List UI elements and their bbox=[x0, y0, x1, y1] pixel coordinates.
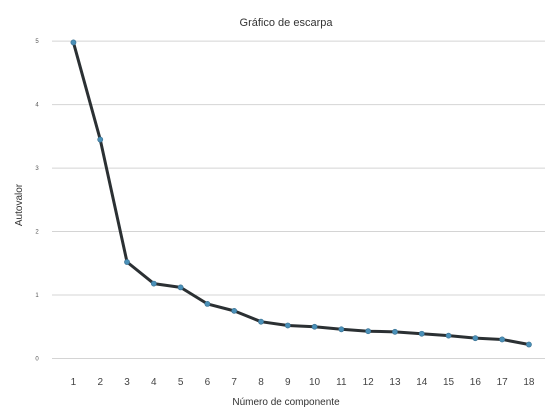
data-point bbox=[70, 39, 77, 46]
y-tick-label: 5 bbox=[35, 39, 39, 45]
data-point bbox=[338, 326, 345, 333]
data-point bbox=[472, 335, 479, 342]
series-line bbox=[71, 40, 531, 347]
x-tick-label: 4 bbox=[151, 377, 157, 388]
x-tick-label: 12 bbox=[363, 377, 375, 388]
x-tick-label: 11 bbox=[336, 377, 347, 388]
y-tick-label: 0 bbox=[35, 356, 39, 362]
y-tick-label: 3 bbox=[35, 166, 39, 172]
data-point bbox=[526, 341, 532, 348]
x-tick-label: 8 bbox=[258, 377, 264, 388]
data-point bbox=[204, 301, 211, 307]
data-point bbox=[177, 284, 184, 291]
y-tick-label: 4 bbox=[35, 103, 39, 109]
x-tick-label: 10 bbox=[309, 377, 321, 388]
series-layer bbox=[70, 39, 532, 348]
x-axis-label: Número de componente bbox=[232, 397, 340, 408]
x-tick-label: 1 bbox=[71, 377, 77, 388]
x-tick-label: 15 bbox=[443, 377, 455, 388]
x-tick-label: 14 bbox=[416, 377, 428, 388]
y-tick-label: 1 bbox=[35, 293, 39, 299]
y-tick-layer: 0 1 2 3 4 5 bbox=[35, 39, 39, 362]
data-point bbox=[150, 280, 157, 287]
data-point bbox=[124, 259, 130, 265]
data-point bbox=[97, 136, 104, 143]
x-tick-label: 13 bbox=[389, 377, 401, 388]
x-tick-label: 5 bbox=[178, 377, 184, 388]
data-point bbox=[392, 328, 398, 335]
x-tick-label: 9 bbox=[285, 377, 291, 388]
x-tick-layer: 1 2 3 4 5 6 7 8 9 10 11 12 13 14 15 16 17 18 bbox=[71, 377, 535, 388]
x-tick-label: 16 bbox=[470, 377, 482, 388]
chart-title: Gráfico de escarpa bbox=[240, 17, 334, 29]
y-axis-label: Autovalor bbox=[14, 183, 25, 226]
data-point bbox=[418, 330, 425, 337]
x-tick-label: 3 bbox=[124, 377, 130, 388]
x-tick-label: 17 bbox=[497, 377, 509, 388]
x-tick-label: 6 bbox=[205, 377, 211, 388]
y-tick-label: 2 bbox=[35, 230, 39, 236]
data-point bbox=[445, 332, 452, 339]
grid-layer bbox=[52, 40, 545, 359]
data-point bbox=[258, 318, 264, 325]
x-tick-label: 2 bbox=[97, 377, 103, 388]
data-point bbox=[311, 323, 318, 330]
x-tick-label: 18 bbox=[523, 377, 535, 388]
x-tick-label: 7 bbox=[231, 377, 237, 388]
data-point bbox=[231, 307, 238, 314]
data-point bbox=[499, 336, 506, 343]
data-point bbox=[284, 322, 291, 329]
data-point bbox=[365, 328, 372, 335]
